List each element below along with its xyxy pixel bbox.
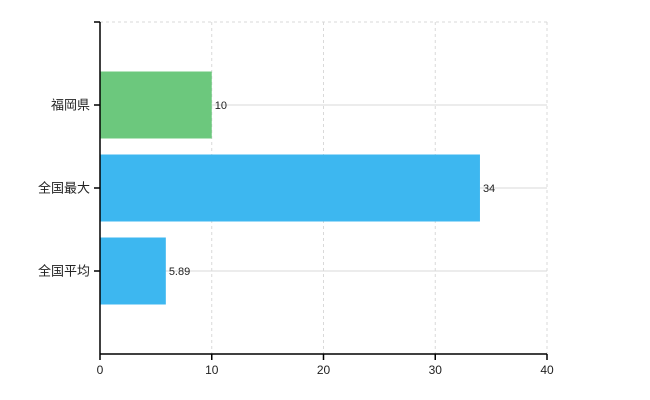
category-label: 全国最大 bbox=[38, 181, 90, 196]
bar-value-label: 10 bbox=[215, 100, 227, 112]
bar-value-label: 34 bbox=[483, 183, 495, 195]
category-label: 福岡県 bbox=[51, 98, 90, 113]
x-tick-label: 20 bbox=[317, 363, 331, 377]
x-tick-label: 10 bbox=[205, 363, 219, 377]
x-tick-label: 30 bbox=[429, 363, 443, 377]
x-tick-label: 40 bbox=[540, 363, 554, 377]
x-tick-label: 0 bbox=[97, 363, 104, 377]
category-label: 全国平均 bbox=[38, 264, 90, 279]
bar bbox=[100, 237, 166, 305]
bar bbox=[100, 154, 480, 222]
bar-value-label: 5.89 bbox=[169, 266, 190, 278]
bar bbox=[100, 71, 212, 139]
